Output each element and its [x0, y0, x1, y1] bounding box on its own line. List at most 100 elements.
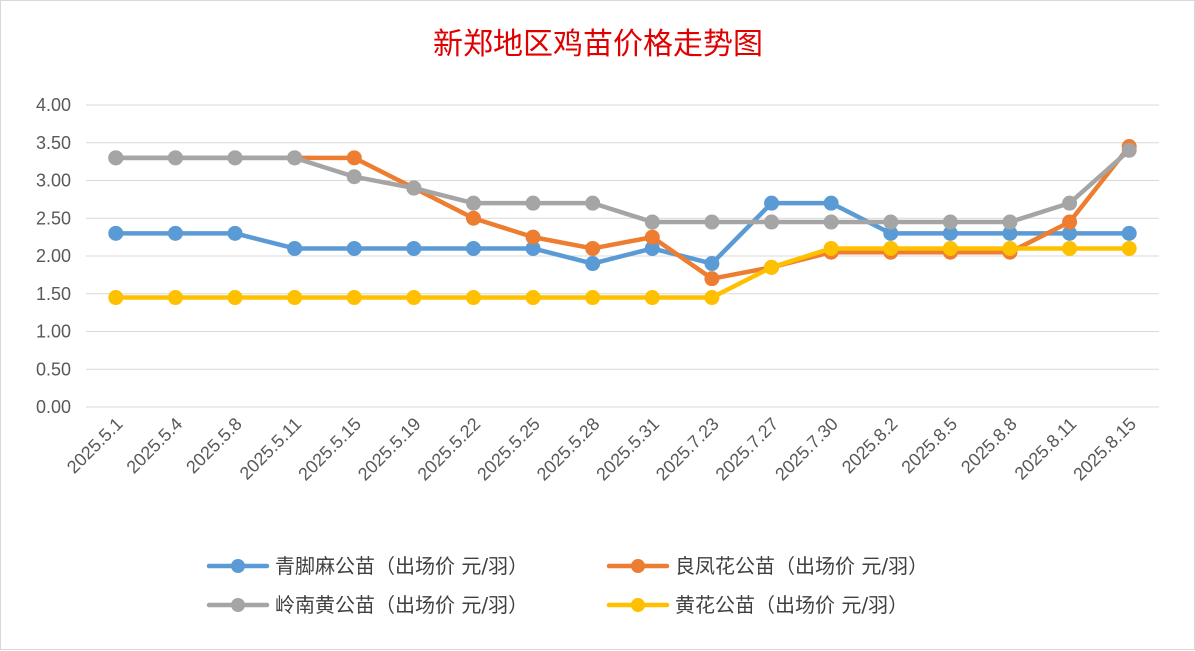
- x-tick-label: 2025.7.23: [652, 414, 723, 485]
- data-point: [287, 240, 303, 256]
- series-line: [113, 246, 1132, 300]
- data-point: [1121, 225, 1137, 241]
- x-tick-label: 2025.5.15: [294, 414, 365, 485]
- data-point: [108, 150, 124, 166]
- data-point: [346, 240, 362, 256]
- data-point: [406, 290, 422, 306]
- data-point: [227, 225, 243, 241]
- data-point: [465, 290, 481, 306]
- data-point: [406, 240, 422, 256]
- x-tick-label: 2025.7.27: [712, 414, 783, 485]
- series-4: [108, 240, 1137, 306]
- data-point: [823, 240, 839, 256]
- x-tick-label: 2025.5.31: [592, 414, 663, 485]
- x-tick-label: 2025.5.28: [533, 414, 604, 485]
- data-point: [764, 214, 780, 230]
- y-tick-label: 3.50: [36, 133, 71, 153]
- x-tick-label: 2025.5.4: [123, 414, 187, 478]
- data-point: [227, 150, 243, 166]
- legend-marker: [231, 559, 245, 573]
- series-1: [108, 195, 1137, 272]
- legend-label: 黄花公苗（出场价 元/羽）: [675, 593, 908, 617]
- data-point: [1002, 240, 1018, 256]
- data-point: [1062, 195, 1078, 211]
- legend-item: 青脚麻公苗（出场价 元/羽）: [206, 554, 528, 578]
- y-tick-label: 2.50: [36, 208, 71, 228]
- data-point: [942, 240, 958, 256]
- series-3: [108, 142, 1137, 230]
- data-point: [942, 214, 958, 230]
- x-tick-label: 2025.5.1: [63, 414, 127, 478]
- x-tick-label: 2025.5.22: [414, 414, 485, 485]
- series-line: [113, 200, 1132, 266]
- data-point: [644, 290, 660, 306]
- y-axis-ticks: 0.00 0.50 1.00 1.50 2.00 2.50 3.00 3.50 4.00: [36, 95, 71, 417]
- legend-marker: [231, 598, 245, 612]
- data-point: [465, 240, 481, 256]
- y-tick-label: 4.00: [36, 95, 71, 115]
- data-point: [585, 240, 601, 256]
- data-point: [704, 256, 720, 272]
- x-tick-label: 2025.8.15: [1069, 414, 1140, 485]
- data-point: [883, 240, 899, 256]
- x-axis-ticks: 2025.5.12025.5.42025.5.82025.5.112025.5.…: [63, 414, 1140, 485]
- data-point: [525, 229, 541, 245]
- data-point: [346, 150, 362, 166]
- x-tick-label: 2025.7.30: [771, 414, 842, 485]
- data-point: [1121, 142, 1137, 158]
- x-tick-label: 2025.5.25: [473, 414, 544, 485]
- data-point: [108, 290, 124, 306]
- legend-marker: [631, 559, 645, 573]
- x-tick-label: 2025.5.19: [354, 414, 425, 485]
- data-point: [525, 195, 541, 211]
- legend-item: 岭南黄公苗（出场价 元/羽）: [206, 593, 528, 617]
- data-point: [704, 290, 720, 306]
- data-point: [883, 214, 899, 230]
- legend-marker: [631, 598, 645, 612]
- data-point: [346, 169, 362, 185]
- data-point: [823, 214, 839, 230]
- data-point: [644, 229, 660, 245]
- data-point: [465, 210, 481, 226]
- y-tick-label: 1.50: [36, 284, 71, 304]
- data-point: [704, 271, 720, 287]
- data-point: [167, 225, 183, 241]
- data-point: [585, 256, 601, 272]
- data-point: [227, 290, 243, 306]
- y-tick-label: 0.50: [36, 359, 71, 379]
- legend: 青脚麻公苗（出场价 元/羽） 良凤花公苗（出场价 元/羽） 岭南黄公苗（出场价 元/…: [206, 554, 928, 617]
- data-point: [644, 214, 660, 230]
- data-point: [525, 290, 541, 306]
- data-point: [1062, 214, 1078, 230]
- data-point: [167, 290, 183, 306]
- data-point: [287, 150, 303, 166]
- legend-item: 黄花公苗（出场价 元/羽）: [606, 593, 908, 617]
- data-point: [346, 290, 362, 306]
- x-tick-label: 2025.8.5: [897, 414, 961, 478]
- data-point: [287, 290, 303, 306]
- legend-label: 岭南黄公苗（出场价 元/羽）: [275, 593, 528, 617]
- x-tick-label: 2025.8.2: [838, 414, 902, 478]
- y-tick-label: 3.00: [36, 171, 71, 191]
- x-tick-label: 2025.8.11: [1011, 414, 1081, 484]
- data-point: [704, 214, 720, 230]
- data-point: [406, 180, 422, 196]
- data-point: [764, 195, 780, 211]
- series-lines: [108, 139, 1137, 306]
- data-point: [108, 225, 124, 241]
- legend-label: 良凤花公苗（出场价 元/羽）: [675, 554, 928, 578]
- data-point: [1002, 214, 1018, 230]
- data-point: [167, 150, 183, 166]
- data-point: [764, 259, 780, 275]
- chart-title: 新郑地区鸡苗价格走势图: [433, 27, 763, 62]
- legend-label: 青脚麻公苗（出场价 元/羽）: [275, 554, 528, 578]
- data-point: [585, 290, 601, 306]
- legend-item: 良凤花公苗（出场价 元/羽）: [606, 554, 928, 578]
- data-point: [1062, 240, 1078, 256]
- y-tick-label: 0.00: [36, 397, 71, 417]
- data-point: [1121, 240, 1137, 256]
- series-line: [113, 148, 1132, 225]
- y-tick-label: 2.00: [36, 246, 71, 266]
